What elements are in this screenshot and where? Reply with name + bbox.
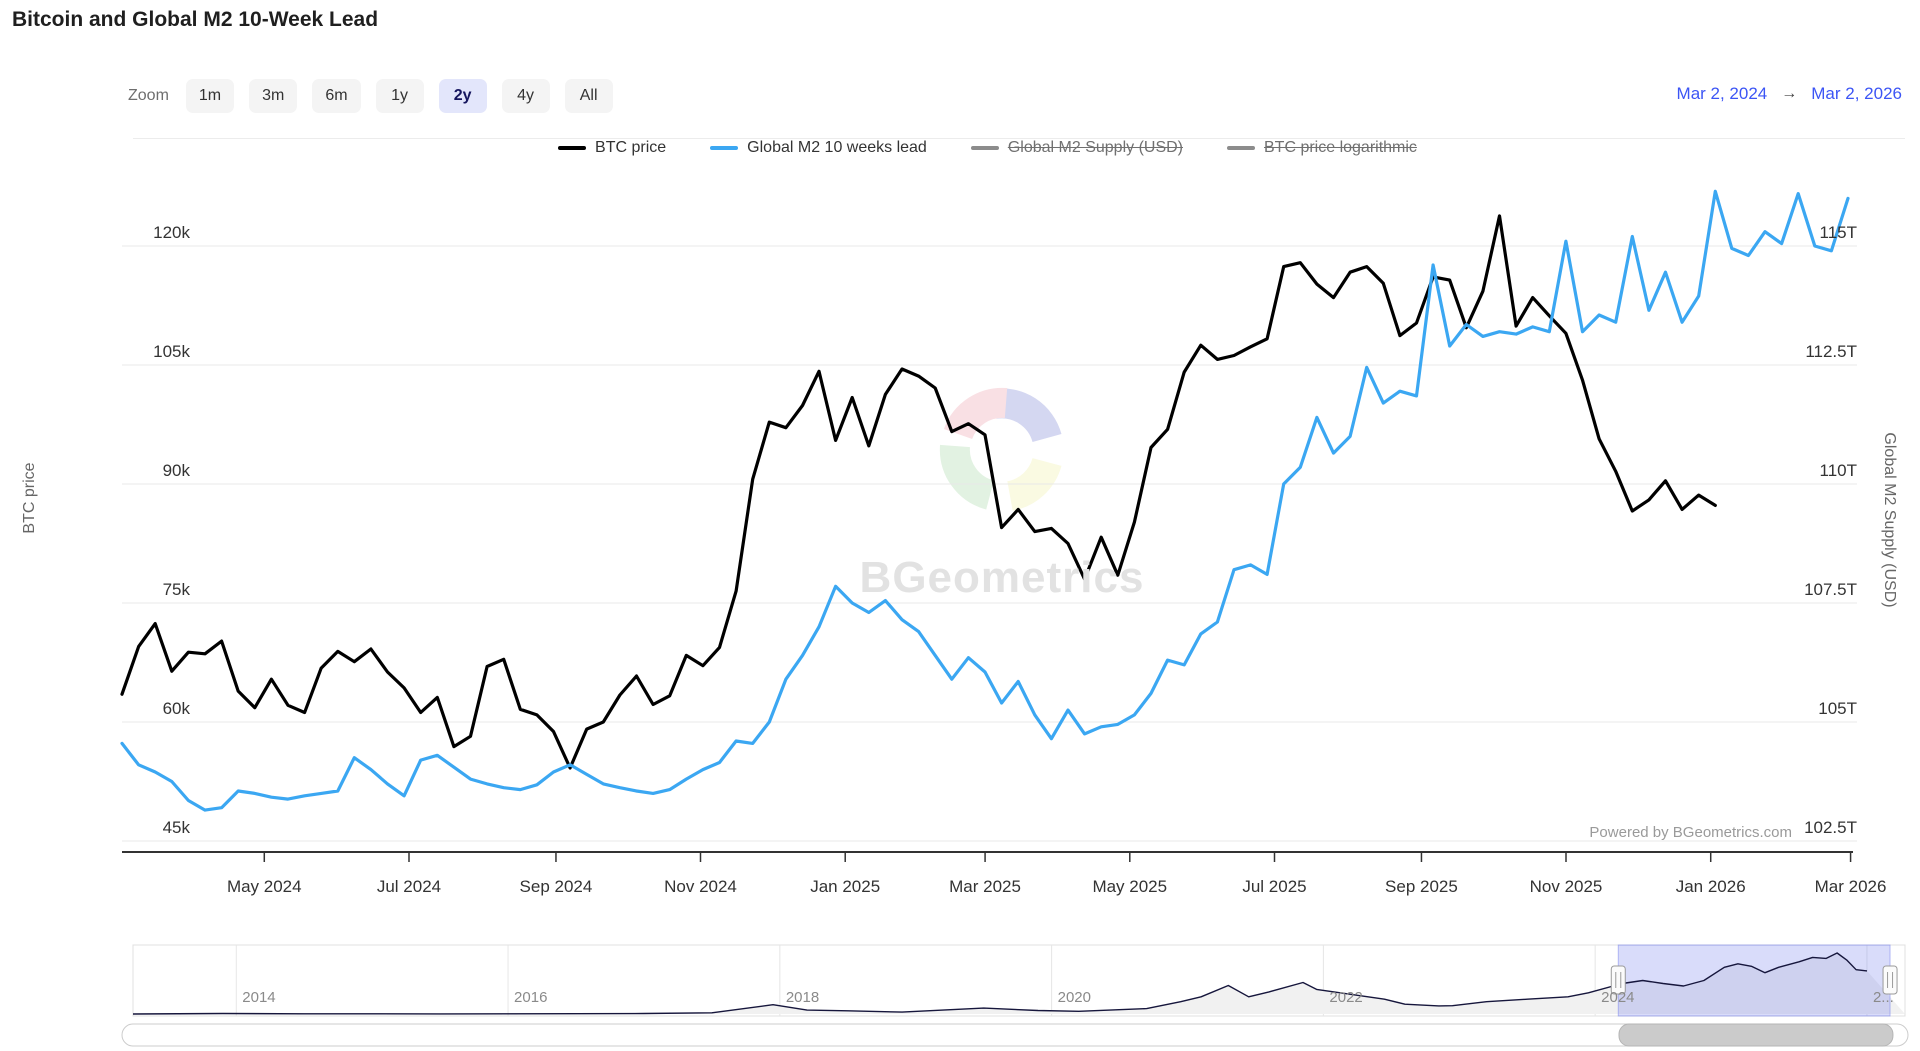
navigator-handle-right[interactable] <box>1882 965 1898 995</box>
legend-item-btc-logarithmic[interactable]: BTC price logarithmic <box>1227 139 1417 157</box>
zoom-button-all[interactable]: All <box>564 79 613 113</box>
x-axis-label: Sep 2025 <box>1385 877 1458 896</box>
range-end-date[interactable]: Mar 2, 2026 <box>1811 84 1902 103</box>
legend-label: Global M2 Supply (USD) <box>1007 139 1183 156</box>
x-axis-label: Sep 2024 <box>519 877 593 896</box>
y-axis-label-left: 120k <box>153 223 190 242</box>
y-axis-label-right: 112.5T <box>1805 342 1857 361</box>
powered-by-credit: Powered by BGeometrics.com <box>1589 824 1792 841</box>
date-range: Mar 2, 2024 → Mar 2, 2026 <box>1677 84 1902 104</box>
y-axis-label-left: 60k <box>162 699 190 718</box>
series-dash-icon <box>558 146 587 150</box>
series-dash-icon <box>970 146 999 150</box>
x-axis-label: May 2025 <box>1092 877 1168 896</box>
y-axis-label-right: 115T <box>1819 223 1858 242</box>
x-axis-label: Nov 2025 <box>1529 877 1603 896</box>
left-axis-title: BTC price <box>21 462 38 534</box>
legend-label: BTC price logarithmic <box>1264 139 1417 156</box>
scrollbar-thumb[interactable] <box>1618 1023 1894 1047</box>
x-axis-label: Jan 2026 <box>1675 877 1746 896</box>
y-axis-label-left: 90k <box>162 461 190 480</box>
y-axis-label-right: 107.5T <box>1804 580 1857 599</box>
navigator-year-label: 2024 <box>1601 989 1635 1006</box>
zoom-button-2y[interactable]: 2y <box>438 79 487 113</box>
x-axis-label: Jul 2024 <box>376 877 442 896</box>
watermark-text: BGeometrics <box>859 553 1145 602</box>
navigator-year-label: 2022 <box>1329 989 1363 1006</box>
legend-item-global-m2-supply[interactable]: Global M2 Supply (USD) <box>970 139 1183 157</box>
series-dash-icon <box>1227 146 1255 150</box>
x-axis-label: May 2024 <box>226 877 302 896</box>
zoom-button-1y[interactable]: 1y <box>375 79 424 113</box>
right-axis-title: Global M2 Supply (USD) <box>1881 432 1898 608</box>
legend-item-global-m2-lead[interactable]: Global M2 10 weeks lead <box>710 139 927 157</box>
zoom-button-6m[interactable]: 6m <box>312 79 361 113</box>
zoom-label: Zoom <box>128 87 169 104</box>
x-axis-label: Jan 2025 <box>810 877 881 896</box>
legend-label: Global M2 10 weeks lead <box>747 139 927 156</box>
legend-label: BTC price <box>595 139 667 156</box>
navigator-year-label: 2014 <box>242 989 276 1006</box>
scrollbar-track[interactable] <box>121 1023 1909 1047</box>
navigator-handle-left[interactable] <box>1610 965 1626 995</box>
y-axis-label-left: 45k <box>162 818 190 837</box>
legend-item-btc-price[interactable]: BTC price <box>558 139 666 157</box>
zoom-button-4y[interactable]: 4y <box>501 79 550 113</box>
navigator-year-label: 2018 <box>785 989 820 1006</box>
y-axis-label-right: 105T <box>1818 699 1857 718</box>
y-axis-label-left: 105k <box>153 342 190 361</box>
navigator-year-label: 2... <box>1872 989 1894 1006</box>
navigator-selection-window[interactable] <box>1617 944 1891 1017</box>
chart-top-divider <box>133 138 1905 139</box>
zoom-toolbar: Zoom 1m 3m 6m 1y 2y 4y All <box>128 79 613 113</box>
legend: BTC price Global M2 10 weeks lead Global… <box>122 139 1853 157</box>
y-axis-label-left: 75k <box>162 580 190 599</box>
y-axis-label-right: 110T <box>1819 461 1858 480</box>
page-title: Bitcoin and Global M2 10-Week Lead <box>12 8 379 31</box>
zoom-button-1m[interactable]: 1m <box>185 79 235 113</box>
x-axis-label: Mar 2026 <box>1814 877 1887 896</box>
zoom-button-3m[interactable]: 3m <box>249 79 298 113</box>
x-axis-label: Jul 2025 <box>1242 877 1307 896</box>
navigator-year-label: 2020 <box>1057 989 1091 1006</box>
x-axis-label: Mar 2025 <box>949 877 1021 896</box>
series-dash-icon <box>710 146 739 150</box>
y-axis-label-right: 102.5T <box>1804 818 1857 837</box>
navigator-year-label: 2016 <box>514 989 548 1006</box>
range-start-date[interactable]: Mar 2, 2024 <box>1676 84 1768 103</box>
x-axis-label: Nov 2024 <box>664 877 737 896</box>
arrow-right-icon: → <box>1781 85 1798 102</box>
